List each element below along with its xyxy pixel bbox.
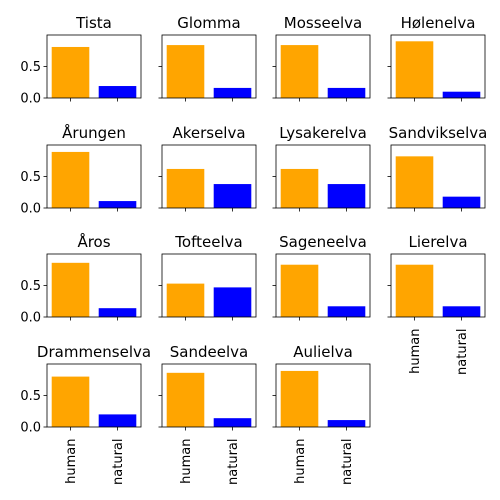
bar-natural (442, 91, 481, 98)
panel-aulielva: Aulielva human natural (272, 343, 371, 485)
x-tick-label: natural (340, 439, 355, 485)
x-tick-label: human (179, 439, 194, 484)
panel-akerselva: Akerselva (158, 124, 257, 212)
bar-human (166, 45, 205, 98)
bar-natural (98, 414, 137, 427)
bar-human (51, 376, 90, 427)
panel-title: Tista (75, 14, 112, 32)
bar-natural (442, 196, 481, 208)
bar-human (51, 151, 90, 208)
bar-natural (98, 308, 137, 317)
x-tick-label: human (408, 329, 423, 374)
bar-natural (213, 287, 252, 317)
panel-åros: Åros 0.0 0.5 (20, 232, 142, 326)
panel-title: Drammenselva (37, 343, 151, 361)
panel-title: Årungen (62, 123, 126, 142)
panel-title: Sandvikselva (389, 124, 488, 142)
panel-title: Lysakerelva (279, 124, 367, 142)
panel-title: Akerselva (172, 124, 245, 142)
panel-title: Sandeelva (170, 343, 248, 361)
panel-title: Lierelva (408, 233, 467, 251)
bar-natural (442, 306, 481, 317)
bar-natural (213, 184, 252, 208)
panel-title: Tofteelva (174, 233, 242, 251)
bar-human (51, 262, 90, 317)
x-tick-label: natural (455, 329, 470, 375)
bar-natural (327, 87, 366, 98)
bar-human (166, 283, 205, 317)
bar-natural (327, 184, 366, 208)
y-tick-label: 0.5 (20, 389, 41, 404)
x-tick-label: natural (111, 439, 126, 485)
bar-human (395, 156, 434, 208)
panel-title: Glomma (177, 14, 240, 32)
y-tick-label: 0.0 (20, 421, 41, 436)
panel-title: Mosseelva (284, 14, 362, 32)
x-tick-label: human (293, 439, 308, 484)
panel-glomma: Glomma (158, 14, 257, 102)
panel-lierelva: Lierelva human natural (387, 233, 486, 375)
y-tick-label: 0.0 (20, 311, 41, 326)
panel-lysakerelva: Lysakerelva (272, 124, 371, 212)
bar-natural (213, 418, 252, 427)
y-tick-label: 0.5 (20, 60, 41, 75)
bar-human (280, 264, 319, 317)
panel-title: Aulielva (293, 343, 353, 361)
bar-human (280, 45, 319, 98)
panel-sandvikselva: Sandvikselva (387, 124, 488, 212)
panel-sandeelva: Sandeelva human natural (158, 343, 257, 485)
panel-tista: Tista 0.0 0.5 (20, 14, 142, 107)
panel-hølenelva: Hølenelva (387, 14, 486, 102)
bar-human (166, 372, 205, 427)
bar-human (51, 46, 90, 98)
bar-natural (98, 201, 137, 208)
panel-drammenselva: Drammenselva 0.0 0.5 human natural (20, 343, 151, 485)
panel-title: Sageneelva (279, 233, 367, 251)
bar-human (395, 41, 434, 98)
bar-human (395, 264, 434, 317)
panel-årungen: Årungen 0.0 0.5 (20, 123, 142, 217)
bar-natural (327, 420, 366, 427)
panel-tofteelva: Tofteelva (158, 233, 257, 321)
y-tick-label: 0.0 (20, 92, 41, 107)
y-tick-label: 0.5 (20, 279, 41, 294)
y-tick-label: 0.0 (20, 202, 41, 217)
bar-natural (98, 86, 137, 98)
bar-human (280, 370, 319, 427)
bar-natural (213, 87, 252, 98)
panel-sageneelva: Sageneelva (272, 233, 371, 321)
y-tick-label: 0.5 (20, 170, 41, 185)
bar-human (166, 168, 205, 208)
x-tick-label: human (64, 439, 79, 484)
bar-natural (327, 306, 366, 317)
x-tick-label: natural (226, 439, 241, 485)
bar-human (280, 168, 319, 208)
panel-title: Åros (77, 232, 110, 251)
panel-title: Hølenelva (401, 14, 476, 32)
panel-mosseelva: Mosseelva (272, 14, 371, 102)
